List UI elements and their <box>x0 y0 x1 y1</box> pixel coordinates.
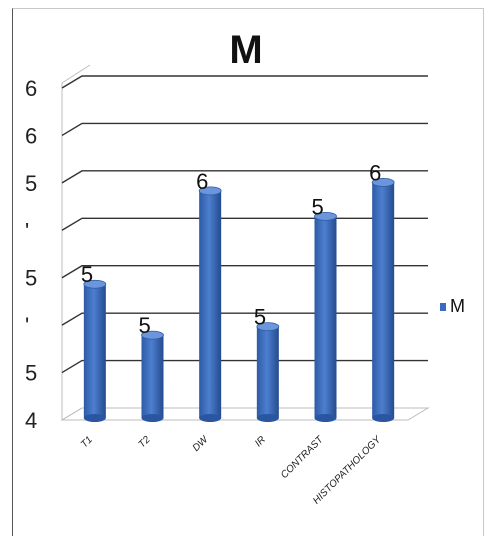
legend-swatch <box>440 302 446 311</box>
bar <box>198 186 222 422</box>
gridline <box>61 75 428 89</box>
data-label: 5 <box>81 262 93 287</box>
y-tick-label: 5 <box>25 361 37 386</box>
y-tick-label: 5 <box>25 171 37 196</box>
bar-base <box>314 414 337 422</box>
bar-body <box>141 335 164 418</box>
bar <box>256 322 280 422</box>
bar-top <box>314 211 337 221</box>
y-tick-label: ' <box>25 218 29 243</box>
bar-base <box>199 414 222 422</box>
x-tick-label: DW <box>191 433 212 454</box>
bar-base <box>83 414 106 422</box>
y-tick-label: ' <box>25 313 29 338</box>
gridline <box>61 122 428 137</box>
x-tick-label: CONTRAST <box>279 434 326 481</box>
x-tick-label: T2 <box>137 434 153 450</box>
back-wall-edge <box>61 64 91 420</box>
gridline <box>61 312 428 326</box>
data-labels: 5 5 6 5 5 6 <box>81 160 382 338</box>
data-label: 5 <box>254 305 266 330</box>
chart-frame <box>12 8 484 536</box>
bar <box>371 177 395 422</box>
data-label: 5 <box>312 194 324 219</box>
bar-base <box>256 414 279 422</box>
bar <box>314 211 337 422</box>
gridlines <box>61 75 428 421</box>
bar-body <box>83 284 106 418</box>
y-tick-label: 5 <box>25 266 37 291</box>
legend: M <box>440 296 465 317</box>
bar-top <box>371 177 395 187</box>
bar-top <box>198 186 222 196</box>
bar-body <box>256 326 279 418</box>
bar-body <box>314 216 337 418</box>
gridline <box>61 407 428 421</box>
x-tick-label: IR <box>253 434 268 449</box>
bar <box>141 330 164 422</box>
x-tick-label: T1 <box>79 434 95 450</box>
bar-body <box>199 190 222 418</box>
gridline <box>61 170 428 184</box>
y-axis-ticks: 4 5 ' 5 ' 5 6 6 <box>25 76 37 433</box>
gridline <box>61 265 428 279</box>
bar <box>83 279 107 422</box>
bar-top <box>83 279 107 289</box>
bar-base <box>141 414 164 422</box>
bar-base <box>372 414 395 422</box>
gridline <box>61 359 428 374</box>
legend-entry: M <box>450 296 465 316</box>
gridline <box>61 217 428 231</box>
data-label: 6 <box>196 169 208 194</box>
bar-body <box>372 182 395 418</box>
y-tick-label: 6 <box>25 123 37 148</box>
bar-top <box>256 322 280 332</box>
y-tick-label: 6 <box>25 76 37 101</box>
chart-title: M <box>229 28 263 72</box>
y-tick-label: 4 <box>25 408 37 433</box>
bar-top <box>141 330 164 340</box>
bars <box>83 177 395 422</box>
data-label: 5 <box>139 313 151 338</box>
data-label: 6 <box>369 160 381 185</box>
